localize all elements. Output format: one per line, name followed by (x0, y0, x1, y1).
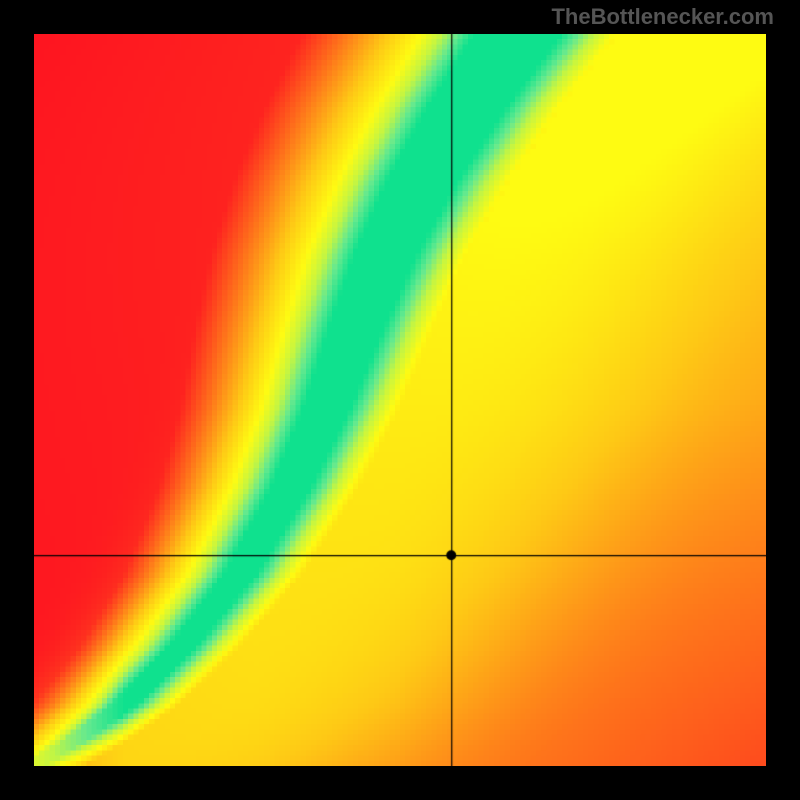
chart-container: { "canvas": { "width": 800, "height": 80… (0, 0, 800, 800)
bottleneck-heatmap (34, 34, 766, 766)
watermark-text: TheBottlenecker.com (551, 4, 774, 30)
